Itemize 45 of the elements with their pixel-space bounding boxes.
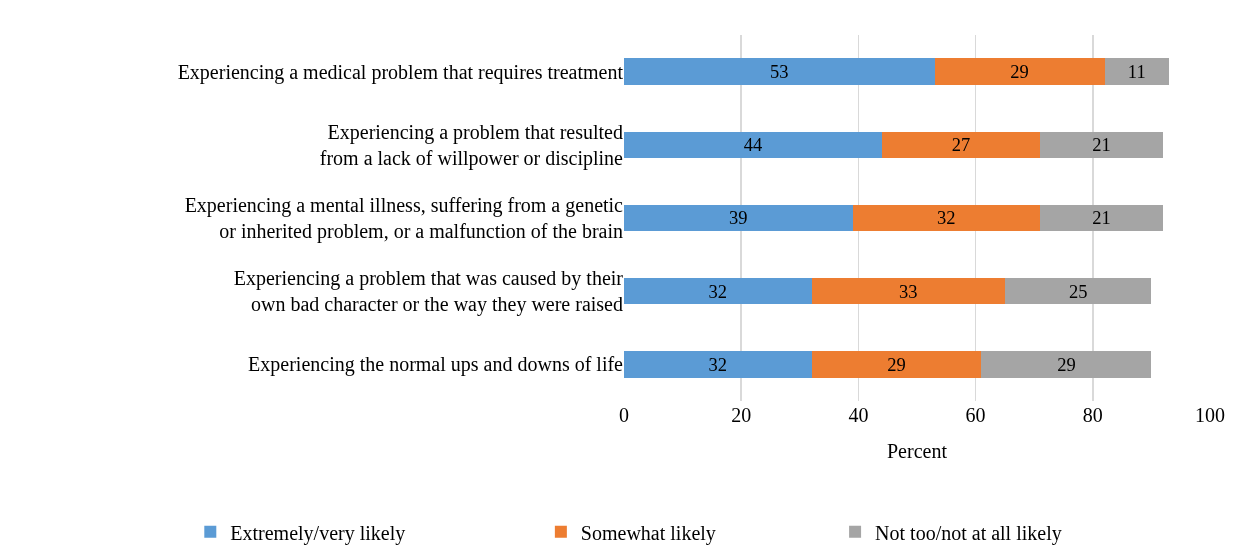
bar	[1104, 58, 1169, 85]
data-label: 27	[951, 135, 971, 156]
x-tick-label: 100	[1195, 404, 1225, 426]
y-tick-label: Experiencing a problem that resulted from a lack of willpower or discipline	[319, 120, 624, 170]
legend-label: Not too/not at all likely	[875, 521, 1062, 545]
data-label: 11	[1127, 62, 1146, 83]
y-tick-label: Experiencing a problem that was caused by their own bad character or the way they were raised	[233, 267, 624, 317]
x-tick-label: 60	[965, 404, 986, 426]
data-label: 29	[1057, 354, 1076, 375]
data-label: 25	[1068, 281, 1088, 302]
data-label: 32	[708, 354, 728, 375]
data-label: 32	[708, 281, 728, 302]
data-label: 21	[1092, 135, 1111, 156]
x-axis-title: Percent	[887, 439, 948, 462]
data-label: 21	[1092, 208, 1111, 229]
data-label: 44	[743, 135, 763, 156]
y-tick-label: Experiencing a medical problem that requires treatment	[177, 60, 624, 84]
bar	[624, 278, 812, 305]
data-label: 39	[729, 208, 748, 229]
bar	[624, 204, 853, 232]
bar	[1040, 204, 1164, 232]
x-tick-label: 0	[619, 404, 629, 426]
bar	[811, 351, 982, 378]
data-label: 32	[937, 208, 956, 229]
bar	[624, 351, 812, 378]
legend-label: Somewhat likely	[580, 521, 716, 545]
bar	[852, 204, 1041, 232]
data-label: 33	[898, 281, 918, 302]
bar	[811, 278, 1005, 305]
bar	[881, 131, 1041, 158]
data-label: 53	[770, 62, 789, 83]
bar	[624, 131, 882, 158]
bar	[981, 351, 1152, 378]
y-tick-label: Experiencing a mental illness, suffering from a genetic or inherited problem, or a malfunction of the brain	[184, 194, 624, 243]
data-label: 29	[1010, 62, 1029, 83]
bar	[934, 58, 1105, 85]
y-tick-label: Experiencing the normal ups and downs of life	[248, 353, 624, 377]
data-label: 29	[887, 354, 906, 375]
legend-label: Extremely/very likely	[230, 521, 406, 545]
x-tick-label: 20	[731, 404, 752, 426]
bar	[624, 58, 935, 85]
x-tick-label: 40	[848, 404, 869, 426]
x-tick-label: 80	[1082, 404, 1103, 426]
bar	[1004, 278, 1152, 305]
bar	[1040, 131, 1164, 158]
